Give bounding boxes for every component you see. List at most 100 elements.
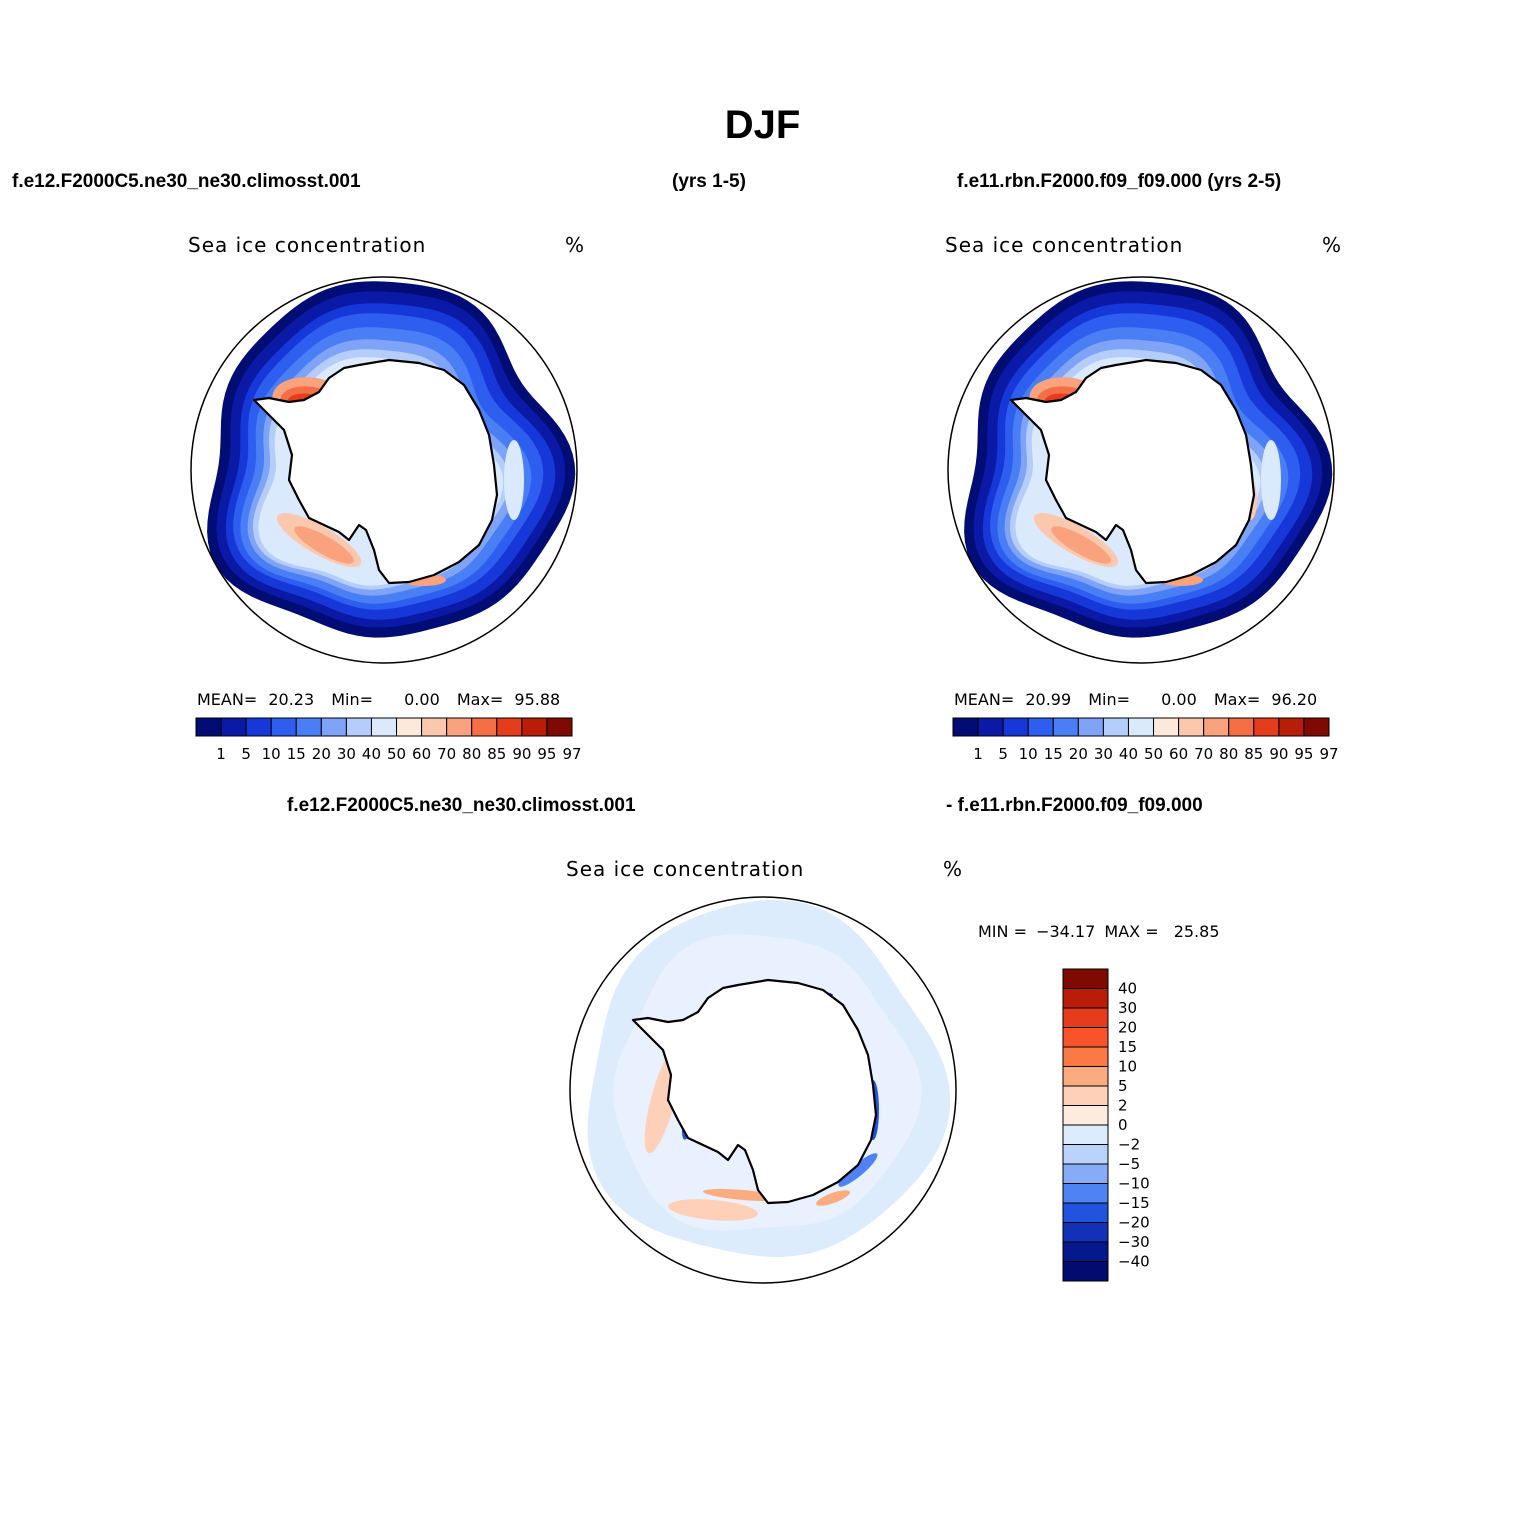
panel2-colorbar-label-11: 85 [1244,745,1263,763]
panel3-map [569,896,957,1284]
panel2-colorbar-box-14 [1303,717,1330,737]
panel1-colorbar-box-13 [521,717,548,737]
panel3-colorbar-label-5: 5 [1118,1077,1128,1095]
panel2-min: 0.00 [1161,690,1197,709]
panel1-stats: MEAN= 20.23 Min= 0.00 Max= 95.88 [197,690,560,709]
diff-case-b: - f.e11.rbn.F2000.f09_f09.000 [946,795,1203,816]
panel3-colorbar-label-12: −20 [1118,1214,1150,1232]
panel2-units: % [1322,233,1343,257]
panel1-max-label: Max= [456,690,504,709]
panel2-mean-label: MEAN= [954,690,1015,709]
panel1-colorbar-box-2 [245,717,272,737]
panel3-colorbar-box-12 [1062,1202,1109,1223]
panel2-anomaly-7 [1261,440,1281,520]
case-a-years: (yrs 1-5) [672,171,746,192]
panel1-colorbar-box-10 [446,717,473,737]
case-a-name: f.e12.F2000C5.ne30_ne30.climosst.001 [12,171,361,192]
panel2-colorbar-label-14: 97 [1319,745,1338,763]
panel1-colorbar-label-2: 10 [262,745,281,763]
panel1-antarctica-coastline [252,358,499,585]
panel2-colorbar-box-3 [1027,717,1054,737]
panel1-colorbar-box-7 [370,717,398,737]
panel2-mean: 20.99 [1025,690,1072,709]
panel2-colorbar-label-3: 15 [1044,745,1063,763]
panel2-colorbar-box-8 [1153,717,1180,737]
panel2-colorbar-box-11 [1228,717,1255,737]
panel1-colorbar-box-6 [345,717,372,737]
panel2-map-boundary [947,276,1335,664]
panel1-colorbar-label-11: 85 [487,745,506,763]
panel1-colorbar-label-13: 95 [537,745,556,763]
panel3-title: Sea ice concentration [566,857,805,881]
case-b-name: f.e11.rbn.F2000.f09_f09.000 (yrs 2-5) [957,171,1282,192]
panel3-stats: MIN = −34.17 MAX = 25.85 [978,922,1220,941]
panel3-anomaly-4 [838,1153,878,1187]
panel2-max: 96.20 [1271,690,1318,709]
panel2-colorbar-label-10: 80 [1219,745,1238,763]
panel1-colorbar-label-5: 30 [337,745,356,763]
panel1-colorbar-label-7: 50 [387,745,406,763]
panel3-colorbar-box-15 [1062,1261,1109,1282]
panel1-colorbar-label-1: 5 [241,745,251,763]
panel1-colorbar-box-3 [270,717,297,737]
panel3-anomaly-1 [668,1199,758,1221]
panel3-colorbar-box-14 [1062,1241,1109,1262]
panel2-colorbar-box-6 [1102,717,1129,737]
panel1-colorbar-label-3: 15 [287,745,306,763]
panel2-colorbar-label-12: 90 [1269,745,1288,763]
panel3-colorbar-box-11 [1062,1183,1109,1204]
panel3-colorbar-label-7: 0 [1118,1116,1128,1134]
panel2-map [947,276,1335,664]
panel3-colorbar-box-4 [1062,1046,1109,1067]
panel1-colorbar-label-0: 1 [216,745,226,763]
panel2-colorbar-label-1: 5 [998,745,1008,763]
panel3-units: % [943,857,964,881]
diff-case-a: f.e12.F2000C5.ne30_ne30.climosst.001 [287,795,636,816]
panel3-antarctica-coastline [631,978,878,1205]
panel1-colorbar-label-14: 97 [562,745,581,763]
panel3-colorbar-label-13: −30 [1118,1233,1150,1251]
panel2-colorbar-box-4 [1052,717,1079,737]
panel1-colorbar-label-12: 90 [512,745,531,763]
panel1-colorbar-label-9: 70 [437,745,456,763]
panel3-colorbar-box-0 [1062,968,1109,989]
panel2-antarctica-coastline [1009,358,1256,585]
panel2-stats: MEAN= 20.99 Min= 0.00 Max= 96.20 [954,690,1317,709]
panel3-colorbar-box-1 [1062,988,1109,1009]
panel1-mean-label: MEAN= [197,690,258,709]
panel3-colorbar-box-2 [1062,1007,1109,1028]
panel3-colorbar-label-8: −2 [1118,1136,1140,1154]
panel1-colorbar-box-4 [295,717,322,737]
panel2-colorbar-label-9: 70 [1194,745,1213,763]
panel2-colorbar-box-7 [1127,717,1155,737]
panel2-min-label: Min= [1088,690,1131,709]
panel2-colorbar-box-10 [1203,717,1230,737]
panel2-anomaly-5 [1051,526,1111,564]
panel2-colorbar-label-8: 60 [1169,745,1188,763]
panel3-colorbar-box-3 [1062,1027,1109,1048]
panel1-colorbar-box-11 [471,717,498,737]
panel2-colorbar: 1 5 10 15 20 30 40 50 60 70 80 85 90 95 97 [952,717,1339,763]
panel2-colorbar-label-2: 10 [1019,745,1038,763]
panel1-colorbar-label-8: 60 [412,745,431,763]
panel3-colorbar-label-2: 20 [1118,1019,1137,1037]
panel3-colorbar-box-7 [1062,1105,1109,1126]
panel2-colorbar-label-0: 1 [973,745,983,763]
panel2-colorbar-label-6: 40 [1119,745,1138,763]
panel1-mean: 20.23 [268,690,315,709]
panel2-colorbar-label-13: 95 [1294,745,1313,763]
panel3-colorbar-box-13 [1062,1222,1109,1243]
panel2-colorbar-box-0 [952,717,979,737]
panel1-colorbar-box-9 [421,717,448,737]
panel1-colorbar-box-5 [320,717,347,737]
panel1-colorbar-box-12 [496,717,523,737]
panel1-min-label: Min= [331,690,374,709]
panel3-anomaly-5 [815,1190,851,1206]
panel1-colorbar-box-0 [195,717,222,737]
panel1-anomaly-7 [504,440,524,520]
panel3-max: 25.85 [1173,922,1220,941]
panel1-title: Sea ice concentration [188,233,427,257]
panel1-map [190,276,578,664]
figure-title: DJF [724,103,801,147]
